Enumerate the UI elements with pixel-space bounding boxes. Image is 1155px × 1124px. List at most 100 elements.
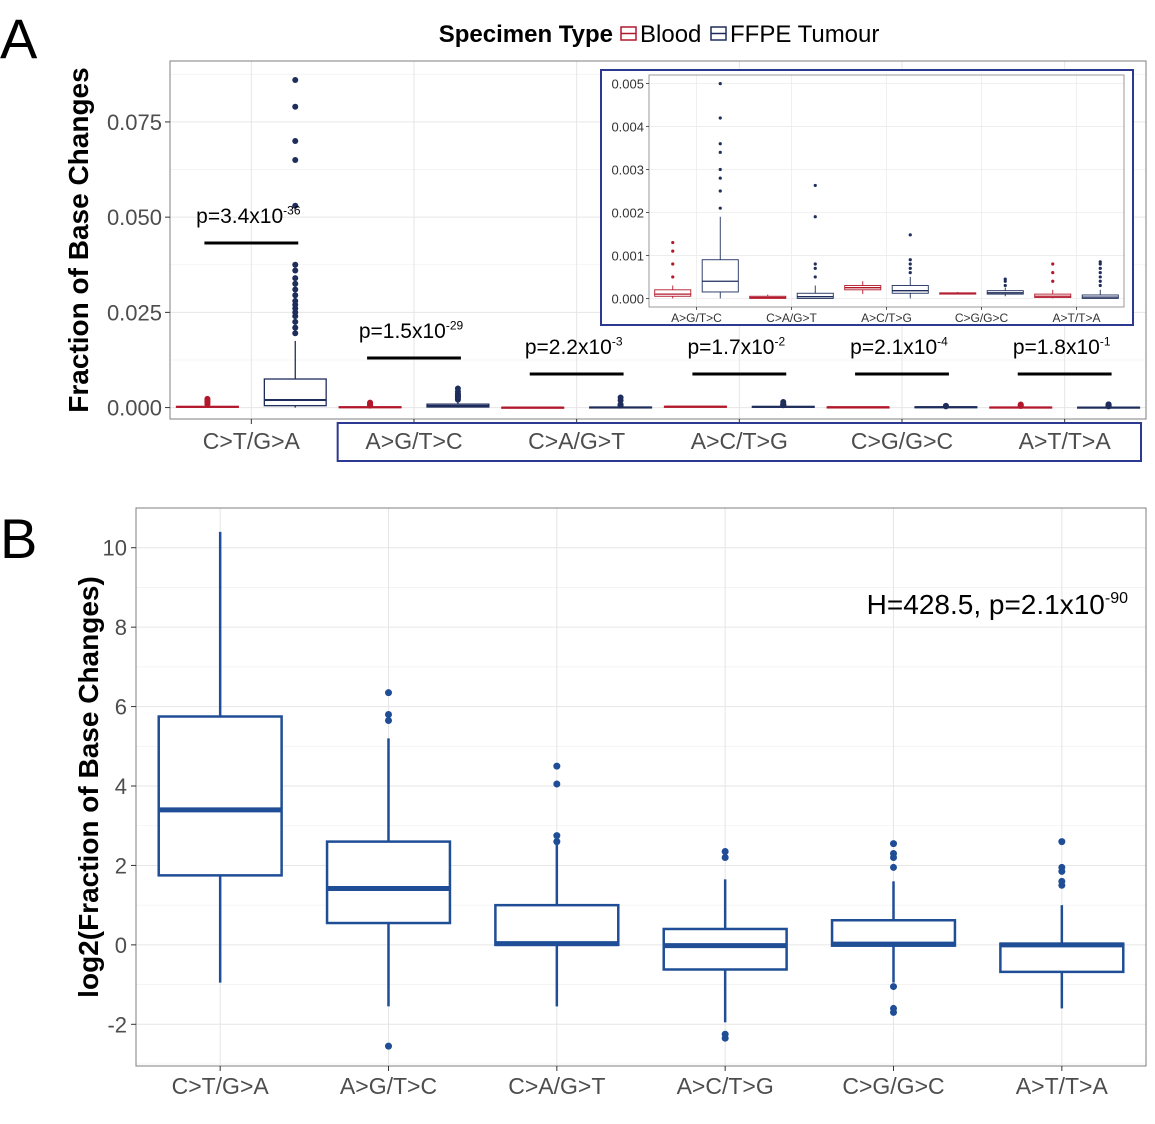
outlier-point: [671, 249, 675, 253]
outlier-point: [1098, 266, 1102, 270]
outlier-point: [908, 258, 912, 262]
outlier-point: [292, 324, 299, 331]
inset-box-ffpe: [891, 233, 929, 299]
box-body: [325, 840, 452, 925]
y-tick-label: 0.050: [107, 205, 162, 230]
inset-x-tick-label: A>C/T>G: [861, 311, 912, 325]
x-tick-label: A>T/T>A: [1016, 1073, 1109, 1099]
outlier-point: [1058, 838, 1066, 846]
outlier-point: [718, 116, 722, 120]
outlier-point: [890, 1008, 897, 1016]
x-tick-label: C>G/G>C: [842, 1073, 944, 1099]
x-tick-label: C>A/G>T: [508, 1073, 605, 1099]
legend-title: Specimen Type: [439, 21, 613, 48]
panel-a-inset-chart: 0.000 0.001 0.002 0.003 0.004 0.005 A>G/T>C C>A…: [600, 69, 1134, 326]
box-blood: [826, 406, 890, 409]
box: [662, 848, 788, 1042]
outlier-point: [204, 395, 211, 402]
box-body: [263, 378, 327, 407]
outlier-point: [292, 292, 299, 299]
inset-x-tick-label: C>G/G>C: [955, 311, 1009, 325]
outlier-point: [908, 262, 912, 266]
inset-box-ffpe: [986, 277, 1024, 297]
box: [999, 838, 1125, 1009]
outlier-point: [1105, 401, 1112, 408]
outlier-point: [721, 848, 729, 856]
x-tick-label: A>T/T>A: [1019, 428, 1112, 454]
outlier-point: [718, 189, 722, 193]
p-value-label: p=2.1x10-4: [850, 335, 948, 359]
inset-frame: [600, 69, 1134, 326]
outlier-point: [908, 233, 912, 237]
outlier-point: [385, 1042, 392, 1050]
inset-box-blood: [939, 291, 977, 295]
outlier-point: [671, 240, 675, 245]
outlier-point: [292, 157, 299, 164]
x-tick-label: C>G/G>C: [851, 428, 953, 454]
inset-box-blood: [844, 281, 882, 295]
outlier-point: [813, 215, 817, 219]
outlier-point: [1098, 283, 1102, 288]
outlier-point: [813, 275, 817, 279]
panel-a-label: A: [0, 7, 38, 70]
y-tick-label: 0: [115, 933, 127, 958]
outlier-point: [1098, 271, 1102, 275]
outlier-point: [292, 267, 299, 274]
inset-y-tick-label: 0.004: [611, 120, 644, 135]
outlier-point: [671, 275, 675, 279]
outlier-point: [890, 863, 897, 871]
outlier-point: [1051, 279, 1055, 283]
inset-box-ffpe: [1081, 260, 1119, 299]
outlier-point: [721, 1034, 729, 1042]
box-ffpe: [914, 402, 978, 410]
legend-key-ffpe: [710, 26, 727, 41]
y-tick-label: 0.075: [107, 110, 162, 135]
outlier-point: [813, 183, 817, 188]
inset-y-tick-label: 0.001: [611, 248, 644, 263]
box-blood: [989, 401, 1053, 410]
y-tick-label: 4: [115, 774, 127, 799]
box-blood: [338, 399, 402, 409]
outlier-point: [385, 711, 392, 719]
y-tick-label: 0.000: [107, 396, 162, 421]
outlier-point: [292, 137, 299, 144]
p-value-label: p=1.7x10-2: [687, 335, 785, 359]
outlier-point: [553, 832, 561, 840]
box-body: [654, 289, 692, 297]
kruskal-wallis-label: H=428.5, p=2.1x10-90: [867, 589, 1128, 620]
outlier-point: [292, 275, 299, 282]
outlier-point: [1003, 277, 1007, 281]
box-body: [701, 259, 739, 293]
p-value-label: p=3.4x10-36: [196, 204, 301, 228]
inset-x-tick-label: A>T/T>A: [1052, 311, 1100, 325]
outlier-point: [1003, 283, 1007, 288]
inset-y-tick-label: 0.003: [611, 163, 644, 178]
x-tick-label: A>C/T>G: [677, 1073, 774, 1099]
box-ffpe: [589, 394, 653, 409]
x-tick-label: C>T/G>A: [172, 1073, 270, 1099]
outlier-point: [721, 853, 729, 861]
box-body: [157, 715, 283, 877]
outlier-point: [617, 401, 624, 408]
highlight-category-box: [336, 422, 1142, 462]
inset-box-ffpe: [701, 81, 739, 299]
y-tick-label: 0.025: [107, 300, 162, 325]
x-tick-label: A>C/T>G: [691, 428, 788, 454]
legend-key-blood: [620, 26, 637, 41]
outlier-point: [1051, 262, 1055, 266]
box-ffpe: [1077, 401, 1141, 410]
outlier-point: [617, 394, 624, 401]
inset-box-ffpe: [796, 183, 834, 299]
box-body: [494, 903, 620, 947]
outlier-point: [1098, 275, 1102, 279]
inset-box-blood: [654, 240, 692, 299]
box: [830, 840, 957, 1016]
box-blood: [501, 406, 565, 409]
inset-box-blood: [1034, 262, 1072, 299]
p-value-label: p=1.8x10-1: [1013, 335, 1111, 359]
legend: Specimen Type Blood FFPE Tumour: [439, 21, 880, 48]
outlier-point: [292, 330, 299, 337]
plot-background: [136, 508, 1146, 1066]
y-tick-label: 10: [103, 536, 127, 561]
